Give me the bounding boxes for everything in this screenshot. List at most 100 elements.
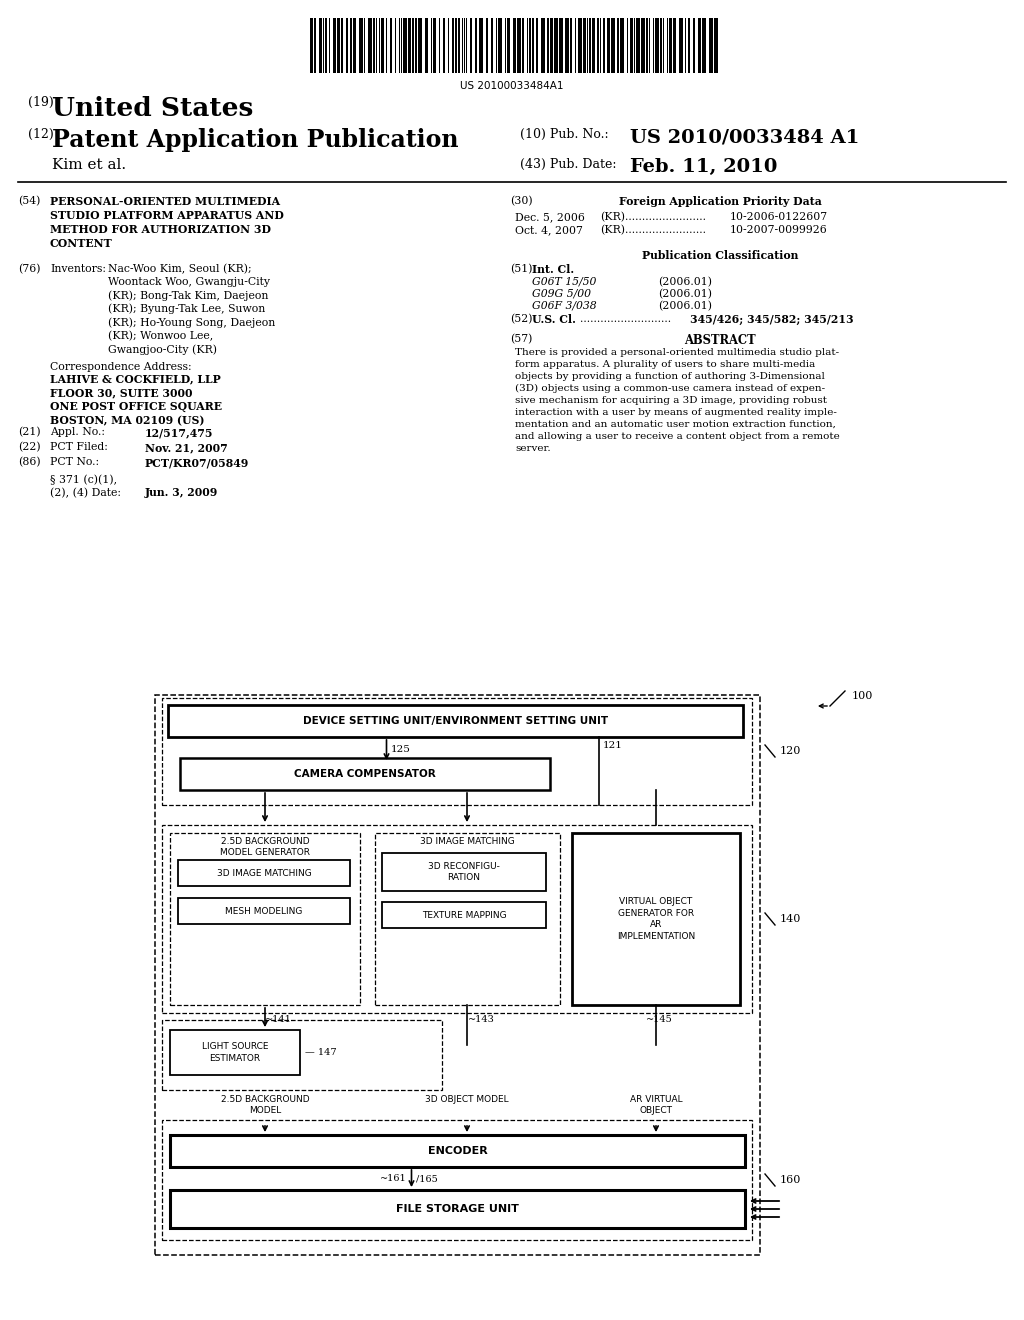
Text: (2006.01): (2006.01)	[658, 277, 712, 288]
Bar	[714, 18, 718, 73]
Text: (19): (19)	[28, 96, 53, 110]
Text: 125: 125	[390, 746, 411, 755]
Bar	[541, 18, 545, 73]
Bar	[641, 18, 645, 73]
Text: There is provided a personal-oriented multimedia studio plat-
form apparatus. A : There is provided a personal-oriented mu…	[515, 348, 840, 453]
Text: 3D IMAGE MATCHING: 3D IMAGE MATCHING	[217, 869, 311, 878]
Text: PCT No.:: PCT No.:	[50, 457, 99, 467]
Bar	[170, 1030, 300, 1074]
Bar	[375, 833, 560, 1005]
Text: 140: 140	[780, 913, 802, 924]
Text: TEXTURE MAPPING: TEXTURE MAPPING	[422, 911, 506, 920]
Bar	[170, 1135, 745, 1167]
Text: G06T 15/50: G06T 15/50	[532, 277, 596, 286]
Bar	[529, 18, 531, 73]
Bar	[513, 18, 516, 73]
Bar	[458, 18, 460, 73]
Bar	[630, 18, 633, 73]
Bar	[532, 18, 534, 73]
Text: (22): (22)	[18, 442, 41, 453]
Text: FILE STORAGE UNIT: FILE STORAGE UNIT	[396, 1204, 519, 1214]
Bar	[390, 18, 392, 73]
Bar	[319, 18, 322, 73]
Bar	[162, 698, 752, 805]
Bar	[359, 18, 362, 73]
Text: (10) Pub. No.:: (10) Pub. No.:	[520, 128, 608, 141]
Bar	[688, 18, 690, 73]
Text: (57): (57)	[510, 334, 532, 345]
Bar	[578, 18, 582, 73]
Bar	[486, 18, 488, 73]
Text: 2.5D BACKGROUND
MODEL GENERATOR: 2.5D BACKGROUND MODEL GENERATOR	[220, 837, 310, 857]
Bar	[597, 18, 599, 73]
Bar	[655, 18, 659, 73]
Bar	[310, 18, 313, 73]
Text: (86): (86)	[18, 457, 41, 467]
Text: Kim et al.: Kim et al.	[52, 158, 126, 172]
Text: Nac-Woo Kim, Seoul (KR);
Woontack Woo, Gwangju-City
(KR); Bong-Tak Kim, Daejeon
: Nac-Woo Kim, Seoul (KR); Woontack Woo, G…	[108, 264, 275, 355]
Text: (KR): (KR)	[600, 213, 625, 222]
Bar	[709, 18, 713, 73]
Bar	[470, 18, 472, 73]
Text: Patent Application Publication: Patent Application Publication	[52, 128, 459, 152]
Bar	[611, 18, 615, 73]
Bar	[669, 18, 672, 73]
Bar	[475, 18, 477, 73]
Text: 120: 120	[780, 746, 802, 756]
Text: LAHIVE & COCKFIELD, LLP
FLOOR 30, SUITE 3000
ONE POST OFFICE SQUARE
BOSTON, MA 0: LAHIVE & COCKFIELD, LLP FLOOR 30, SUITE …	[50, 374, 222, 426]
Text: 345/426; 345/582; 345/213: 345/426; 345/582; 345/213	[690, 314, 854, 325]
Bar	[314, 18, 316, 73]
Bar	[565, 18, 569, 73]
Text: ENCODER: ENCODER	[428, 1146, 487, 1156]
Text: ........................: ........................	[625, 224, 706, 235]
Bar	[368, 18, 372, 73]
Text: Foreign Application Priority Data: Foreign Application Priority Data	[618, 195, 821, 207]
Bar	[554, 18, 558, 73]
Text: (54): (54)	[18, 195, 40, 206]
Text: (76): (76)	[18, 264, 41, 275]
Bar	[522, 18, 524, 73]
Bar	[455, 18, 457, 73]
Bar	[155, 696, 760, 1255]
Text: (KR): (KR)	[600, 224, 625, 235]
Text: Appl. No.:: Appl. No.:	[50, 426, 105, 437]
Bar	[550, 18, 553, 73]
Text: (51): (51)	[510, 264, 532, 275]
Text: ABSTRACT: ABSTRACT	[684, 334, 756, 347]
Bar	[636, 18, 640, 73]
Bar	[353, 18, 356, 73]
Text: Jun. 3, 2009: Jun. 3, 2009	[145, 487, 218, 498]
Bar	[452, 18, 454, 73]
Bar	[382, 853, 546, 891]
Text: Nov. 21, 2007: Nov. 21, 2007	[145, 442, 227, 453]
Bar	[408, 18, 411, 73]
Bar	[403, 18, 407, 73]
Text: (12): (12)	[28, 128, 53, 141]
Bar	[517, 18, 521, 73]
Bar	[570, 18, 572, 73]
Text: VIRTUAL OBJECT
GENERATOR FOR
AR
IMPLEMENTATION: VIRTUAL OBJECT GENERATOR FOR AR IMPLEMEN…	[616, 898, 695, 941]
Bar	[170, 833, 360, 1005]
Bar	[180, 758, 550, 789]
Text: US 2010/0033484 A1: US 2010/0033484 A1	[630, 128, 859, 147]
Text: ~143: ~143	[468, 1015, 495, 1024]
Bar	[698, 18, 701, 73]
Bar	[333, 18, 336, 73]
Bar	[660, 18, 662, 73]
Bar	[178, 898, 350, 924]
Text: CAMERA COMPENSATOR: CAMERA COMPENSATOR	[294, 770, 436, 779]
Text: § 371 (c)(1),
(2), (4) Date:: § 371 (c)(1), (2), (4) Date:	[50, 475, 121, 499]
Bar	[425, 18, 428, 73]
Text: — 147: — 147	[305, 1048, 337, 1057]
Bar	[620, 18, 624, 73]
Text: PERSONAL-ORIENTED MULTIMEDIA
STUDIO PLATFORM APPARATUS AND
METHOD FOR AUTHORIZAT: PERSONAL-ORIENTED MULTIMEDIA STUDIO PLAT…	[50, 195, 284, 249]
Bar	[346, 18, 348, 73]
Text: 3D IMAGE MATCHING: 3D IMAGE MATCHING	[420, 837, 515, 846]
Bar	[559, 18, 563, 73]
Text: ........................: ........................	[625, 213, 706, 222]
Text: U.S. Cl.: U.S. Cl.	[532, 314, 575, 325]
Text: (43) Pub. Date:: (43) Pub. Date:	[520, 158, 616, 172]
Text: 12/517,475: 12/517,475	[145, 426, 213, 438]
Bar	[679, 18, 683, 73]
Text: (21): (21)	[18, 426, 41, 437]
